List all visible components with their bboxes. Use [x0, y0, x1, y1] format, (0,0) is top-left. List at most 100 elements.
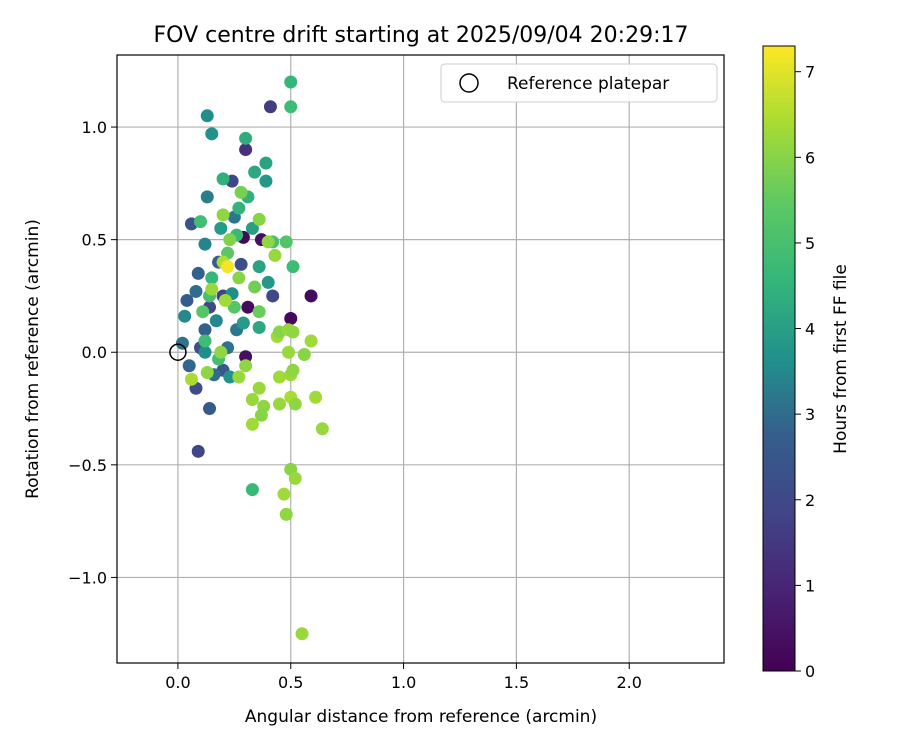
y-tick-label: −0.5: [68, 456, 107, 475]
scatter-point: [227, 300, 241, 314]
x-tick-label: 0.5: [278, 673, 303, 692]
y-tick-label: −1.0: [68, 568, 107, 587]
scatter-point: [221, 260, 235, 274]
scatter-point: [245, 221, 259, 235]
scatter-point: [200, 109, 214, 123]
scatter-point: [175, 336, 189, 350]
scatter-point: [288, 397, 302, 411]
scatter-point: [254, 408, 268, 422]
scatter-point: [286, 260, 300, 274]
scatter-point: [232, 271, 246, 285]
scatter-point: [252, 212, 266, 226]
scatter-point: [284, 311, 298, 325]
legend-marker-icon: [459, 73, 479, 93]
colorbar-tick-label: 2: [805, 491, 815, 510]
scatter-point: [218, 293, 232, 307]
scatter-point: [205, 282, 219, 296]
scatter-point: [205, 127, 219, 141]
y-axis-label: Rotation from reference (arcmin): [23, 219, 43, 499]
scatter-point: [178, 309, 192, 323]
scatter-point: [223, 233, 237, 247]
scatter-point: [252, 305, 266, 319]
scatter-point: [209, 314, 223, 328]
scatter-point: [272, 397, 286, 411]
scatter-point: [198, 237, 212, 251]
scatter-point: [259, 156, 273, 170]
scatter-point: [198, 345, 212, 359]
plot-frame: [116, 54, 725, 664]
scatter-point: [232, 201, 246, 215]
colorbar-label: Hours from first FF file: [831, 264, 851, 454]
scatter-point: [266, 289, 280, 303]
scatter-point: [309, 390, 323, 404]
scatter-point: [180, 293, 194, 307]
x-grid: [177, 55, 630, 663]
scatter-point: [234, 185, 248, 199]
scatter-point: [196, 305, 210, 319]
colorbar-tick-label: 6: [805, 148, 815, 167]
scatter-point: [279, 507, 293, 521]
y-grid: [117, 126, 724, 579]
scatter-point: [182, 359, 196, 373]
scatter-point: [216, 208, 230, 222]
scatter-point: [241, 300, 255, 314]
scatter-point: [284, 75, 298, 89]
scatter-point: [272, 370, 286, 384]
scatter-point: [214, 221, 228, 235]
scatter-point: [268, 248, 282, 262]
scatter-point: [239, 143, 253, 157]
x-axis-label: Angular distance from reference (arcmin): [245, 707, 597, 727]
scatter-point: [248, 165, 262, 179]
scatter-point: [304, 289, 318, 303]
scatter-point: [281, 345, 295, 359]
scatter-point: [304, 334, 318, 348]
scatter-point: [193, 215, 207, 229]
colorbar: [762, 45, 796, 672]
scatter-point: [189, 284, 203, 298]
scatter-point: [245, 483, 259, 497]
scatter-point: [245, 417, 259, 431]
scatter-point: [198, 323, 212, 337]
scatter-point: [279, 235, 293, 249]
legend: Reference platepar: [440, 63, 718, 103]
chart-title: FOV centre drift starting at 2025/09/04 …: [154, 23, 689, 48]
x-axis-ticks: 0.0 0.5 1.0 1.5 2.0: [165, 663, 642, 692]
scatter-point: [297, 347, 311, 361]
scatter-point: [200, 190, 214, 204]
scatter-point: [259, 174, 273, 188]
colorbar-tick-label: 4: [805, 320, 815, 339]
scatter-point: [203, 402, 217, 416]
x-tick-label: 2.0: [617, 673, 642, 692]
scatter-points: [175, 75, 329, 641]
x-tick-label: 0.0: [165, 673, 190, 692]
scatter-point: [295, 627, 309, 641]
scatter-point: [205, 271, 219, 285]
scatter-point: [191, 444, 205, 458]
scatter-point: [198, 334, 212, 348]
scatter-point: [184, 372, 198, 386]
scatter-point: [286, 363, 300, 377]
scatter-point: [214, 345, 228, 359]
scatter-point: [284, 100, 298, 114]
reference-point-marker: [169, 343, 187, 361]
scatter-point: [239, 359, 253, 373]
y-tick-label: 0.0: [82, 343, 107, 362]
scatter-point: [200, 366, 214, 380]
scatter-point: [248, 280, 262, 294]
scatter-point: [245, 393, 259, 407]
scatter-point: [277, 487, 291, 501]
y-tick-label: 0.5: [82, 231, 107, 250]
x-tick-label: 1.0: [391, 673, 416, 692]
scatter-point: [288, 471, 302, 485]
scatter-point: [286, 325, 300, 339]
scatter-point: [252, 381, 266, 395]
scatter-point: [239, 131, 253, 145]
scatter-point: [252, 320, 266, 334]
colorbar-tick-label: 1: [805, 576, 815, 595]
scatter-point: [263, 100, 277, 114]
scatter-point: [261, 275, 275, 289]
colorbar-tick-label: 5: [805, 234, 815, 253]
colorbar-tick-label: 0: [805, 662, 815, 681]
legend-box: [440, 63, 718, 103]
